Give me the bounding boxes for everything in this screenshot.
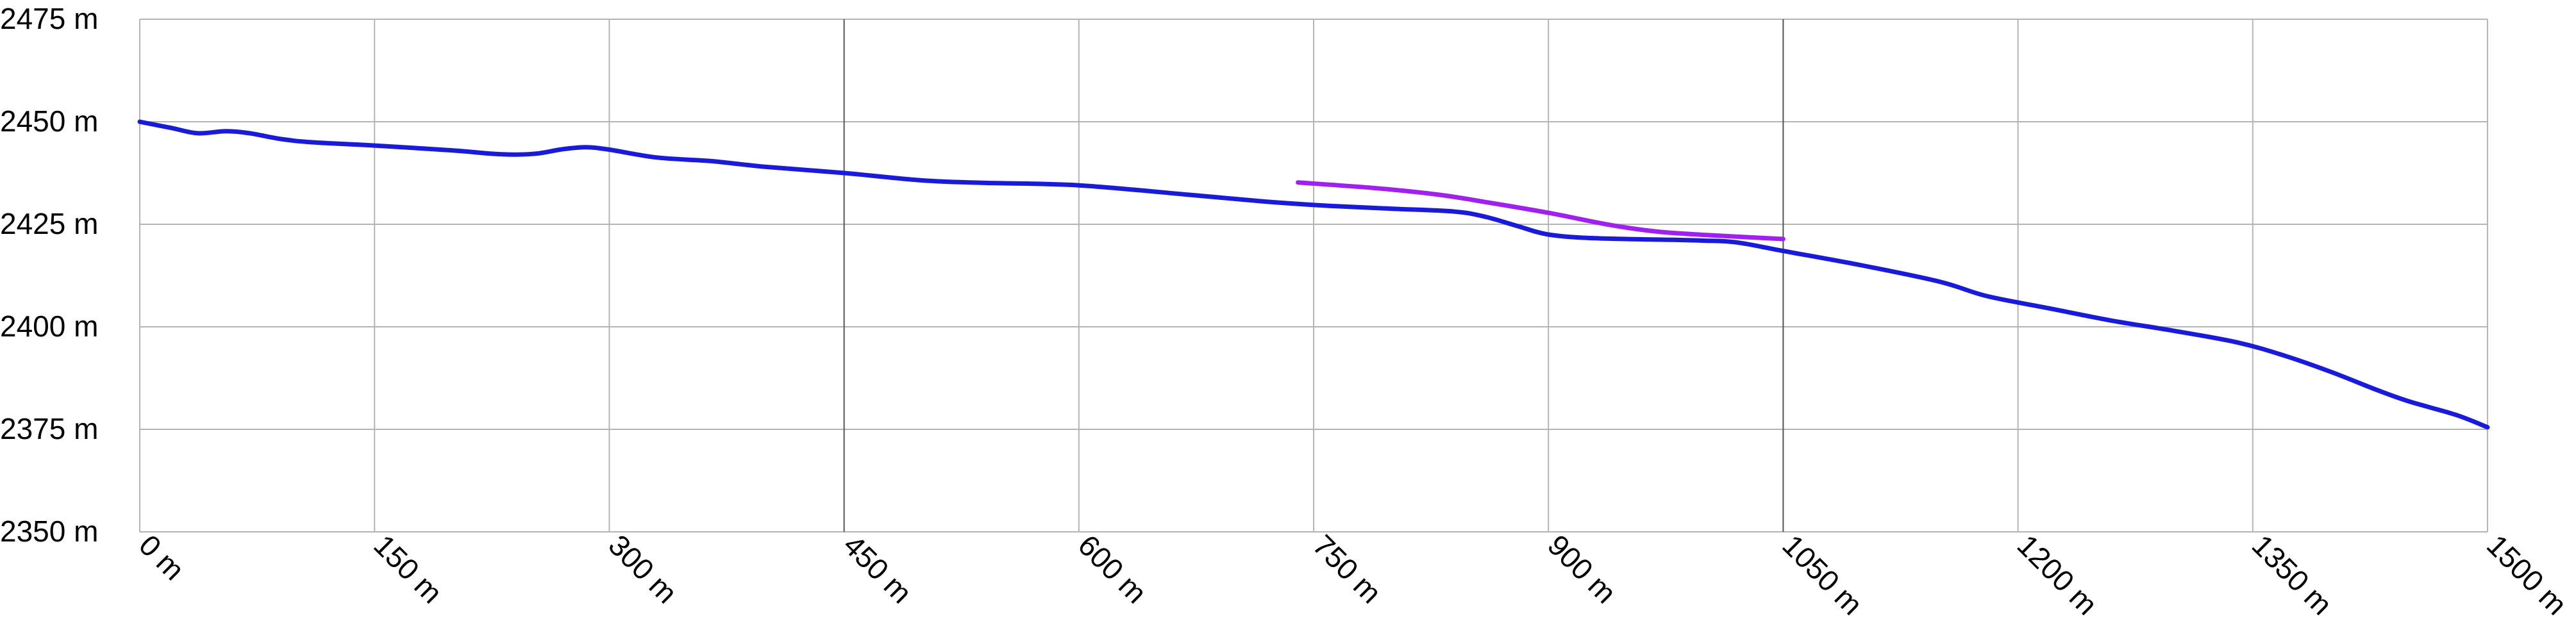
grid-layer [139,19,2488,533]
x-tick-label: 150 m [367,528,449,609]
x-tick-label: 300 m [602,528,683,609]
series-line-2 [1296,180,1786,242]
y-tick-label: 2425 m [0,207,98,240]
series-layer [137,119,2490,430]
y-tick-label: 2450 m [0,104,98,138]
x-tick-labels: 0 m 150 m 300 m 450 m 600 m 750 m 900 m 1050 m 1… [133,528,2573,621]
x-tick-label: 600 m [1072,528,1153,609]
x-tick-label: 1350 m [2246,528,2339,621]
y-tick-label: 2350 m [0,515,98,548]
x-tick-label: 900 m [1541,528,1623,609]
x-tick-label: 1050 m [1776,528,1869,621]
x-tick-label: 0 m [133,528,191,586]
x-tick-label: 1500 m [2480,528,2573,621]
y-tick-label: 2400 m [0,310,98,343]
y-tick-label: 2475 m [0,2,98,35]
y-tick-label: 2375 m [0,412,98,445]
y-tick-labels: 2350 m 2375 m 2400 m 2425 m 2450 m 2475 m [0,2,98,548]
x-tick-label: 1200 m [2011,528,2104,621]
x-tick-label: 750 m [1307,528,1388,609]
series-line-1 [137,119,2490,430]
x-tick-label: 450 m [837,528,919,609]
